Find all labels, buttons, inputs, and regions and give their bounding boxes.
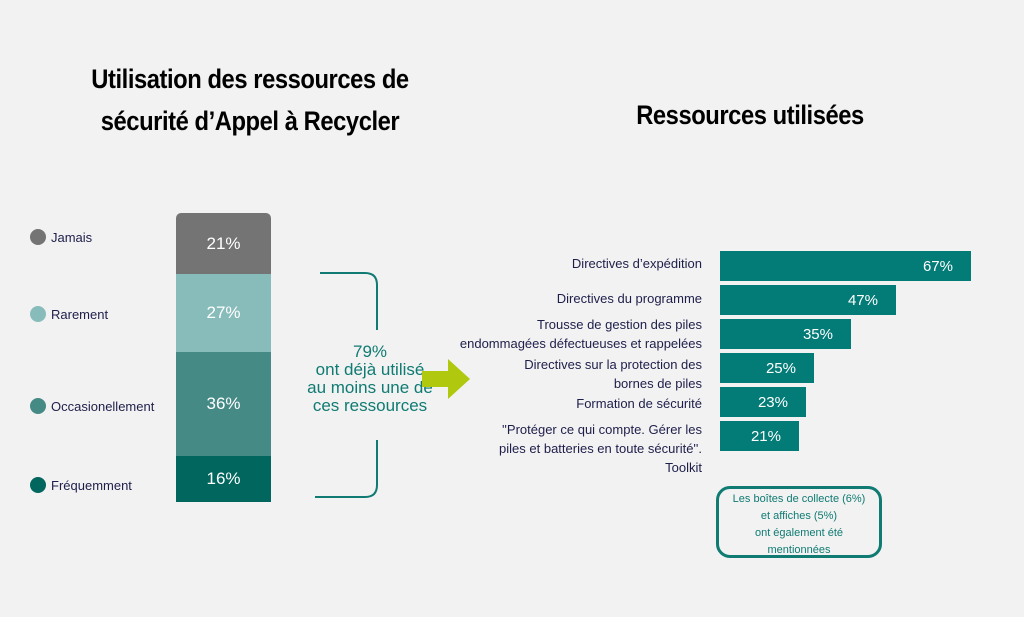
bar-value-label: 67% <box>922 257 953 275</box>
bracket <box>315 272 378 498</box>
segment-label: 36% <box>206 394 241 413</box>
bar-value-label: 35% <box>802 325 833 343</box>
category-label: Trousse de gestion des piles endommagées… <box>459 317 702 351</box>
segment-label: 16% <box>206 469 241 488</box>
arrow-right-icon <box>422 359 470 399</box>
segment-label: 21% <box>206 233 241 253</box>
bar: 35% <box>720 319 851 349</box>
bar: 25% <box>720 353 814 383</box>
bar: 67% <box>720 251 971 281</box>
category-label: Formation de sécurité <box>576 396 702 411</box>
legend-dot-icon <box>30 306 46 322</box>
stack-segment-0: 21% <box>176 213 271 274</box>
category-label: Directives d’expédition <box>571 256 702 271</box>
legend-label: Occasionellement <box>51 398 155 414</box>
bar: 23% <box>720 387 806 417</box>
legend-item: Rarement <box>30 306 108 322</box>
bar-value-label: 23% <box>757 393 788 411</box>
legend-dot-icon <box>30 229 46 245</box>
category-label: ''Protéger ce qui compte. Gérer les pile… <box>499 422 702 475</box>
summary-percent: 79% <box>352 342 388 361</box>
bar-value-label: 25% <box>765 359 796 377</box>
left-chart-title: Utilisation des ressources de sécurité d… <box>91 64 409 136</box>
bar-value-label: 21% <box>750 427 781 445</box>
stack-segment-1: 27% <box>176 274 271 352</box>
bar-value-label: 47% <box>847 291 878 309</box>
legend-label: Jamais <box>51 229 93 245</box>
stack-segment-3: 16% <box>176 456 271 502</box>
category-label: Directives sur la protection des bornes … <box>524 357 702 391</box>
summary-description: ont déjà utilisé au moins une de ces res… <box>307 360 433 415</box>
legend-label: Rarement <box>51 306 109 322</box>
legend-label: Fréquemment <box>51 477 132 493</box>
bar: 47% <box>720 285 896 315</box>
category-label: Directives du programme <box>556 291 702 306</box>
legend-item: Jamais <box>30 229 92 245</box>
legend-dot-icon <box>30 477 46 493</box>
note-box: Les boîtes de collecte (6%) et affiches … <box>716 486 882 558</box>
legend-item: Occasionellement <box>30 398 154 414</box>
segment-label: 27% <box>206 303 241 322</box>
legend-item: Fréquemment <box>30 477 132 493</box>
summary-text: 79% ont déjà utilisé au moins une de ces… <box>305 343 435 415</box>
stack-segment-2: 36% <box>176 352 271 456</box>
right-chart-title: Ressources utilisées <box>636 100 864 130</box>
bar: 21% <box>720 421 799 451</box>
legend-dot-icon <box>30 398 46 414</box>
